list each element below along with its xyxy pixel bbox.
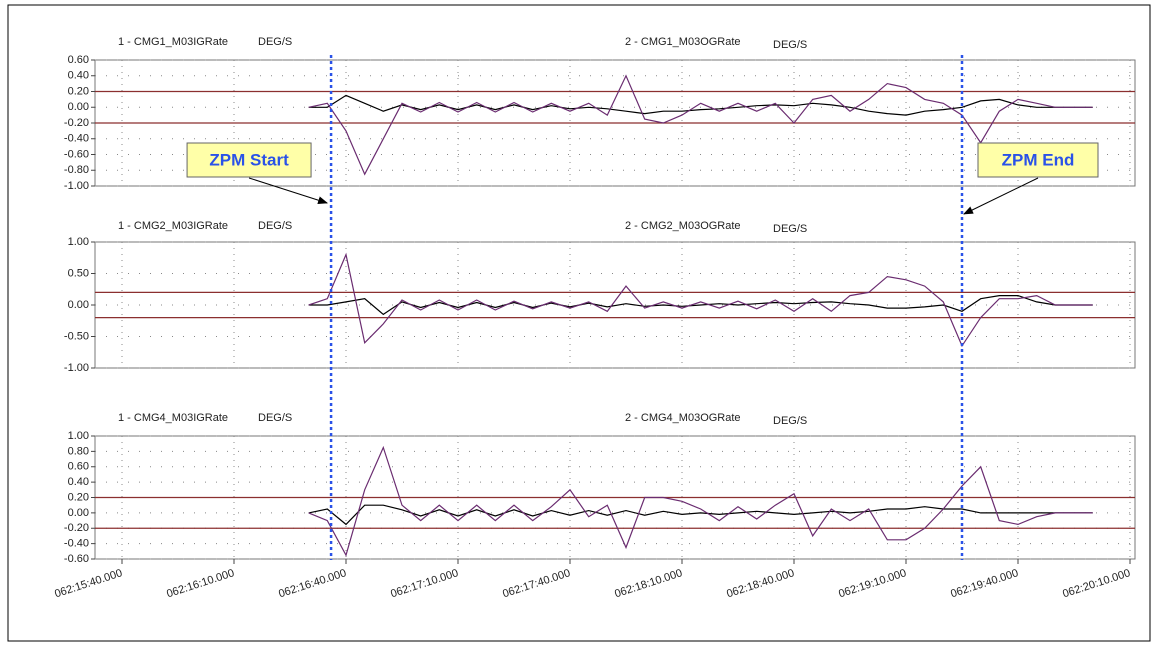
annotation-arrow	[963, 177, 1039, 215]
annotation-label: ZPM End	[1002, 150, 1075, 169]
y-tick-label: -0.40	[64, 133, 89, 145]
y-tick-label: -0.50	[64, 330, 89, 342]
y-tick-label: 1.00	[68, 430, 89, 442]
y-tick-label: 0.60	[68, 54, 89, 66]
y-tick-label: -1.00	[64, 362, 89, 374]
unit-label: DEG/S	[773, 39, 807, 51]
annotation-label: ZPM Start	[209, 150, 289, 169]
series-line	[308, 504, 1093, 526]
y-tick-label: 0.00	[68, 101, 89, 113]
y-tick-label: 0.50	[68, 267, 89, 279]
legend-label: 1 - CMG2_M03IGRate	[118, 220, 228, 232]
annotation-box	[186, 142, 312, 178]
y-tick-label: -0.60	[64, 553, 89, 565]
unit-label: DEG/S	[258, 220, 292, 232]
unit-label: DEG/S	[258, 36, 292, 48]
legend-label: 1 - CMG4_M03IGRate	[118, 412, 228, 424]
series-line	[308, 445, 1093, 557]
y-tick-label: -0.20	[64, 522, 89, 534]
y-tick-label: -0.20	[64, 117, 89, 129]
y-tick-label: -0.40	[64, 538, 89, 550]
y-tick-label: -1.00	[64, 180, 89, 192]
legend-label: 1 - CMG1_M03IGRate	[118, 36, 228, 48]
y-tick-label: 0.00	[68, 299, 89, 311]
y-tick-label: 0.80	[68, 445, 89, 457]
annotation-arrow	[248, 177, 329, 205]
y-tick-label: 0.00	[68, 507, 89, 519]
legend-label: 2 - CMG2_M03OGRate	[625, 220, 741, 232]
series-line	[308, 295, 1093, 316]
y-tick-label: 0.20	[68, 85, 89, 97]
legend-label: 2 - CMG4_M03OGRate	[625, 412, 741, 424]
unit-label: DEG/S	[773, 223, 807, 235]
y-tick-label: -0.60	[64, 148, 89, 160]
frame	[7, 4, 1151, 642]
series-line	[308, 94, 1093, 116]
annotation-box	[977, 142, 1099, 178]
y-tick-label: 0.60	[68, 461, 89, 473]
y-tick-label: 0.40	[68, 476, 89, 488]
y-tick-label: 1.00	[68, 236, 89, 248]
y-tick-label: -0.80	[64, 164, 89, 176]
y-tick-label: 0.20	[68, 491, 89, 503]
unit-label: DEG/S	[258, 412, 292, 424]
unit-label: DEG/S	[773, 415, 807, 427]
legend-label: 2 - CMG1_M03OGRate	[625, 36, 741, 48]
y-tick-label: 0.40	[68, 70, 89, 82]
